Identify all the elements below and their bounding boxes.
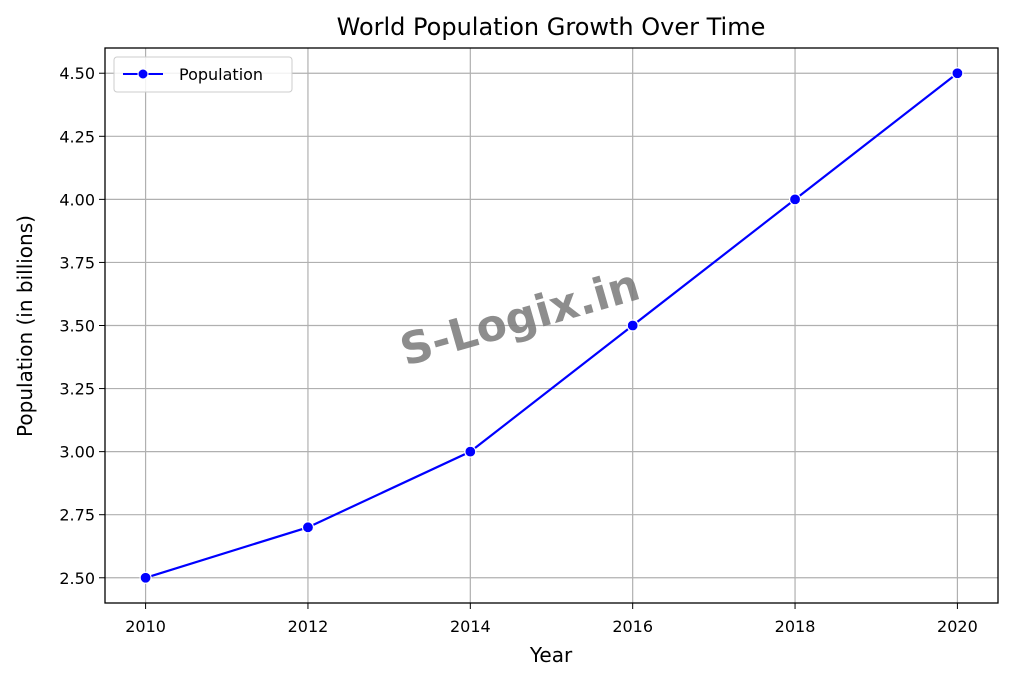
y-tick-label: 3.00 [59,443,95,462]
x-tick-label: 2020 [937,617,978,636]
y-tick-label: 2.75 [59,506,95,525]
y-axis-ticks: 2.50 2.75 3.00 3.25 3.50 3.75 4.00 4.25 4.50 [59,64,105,588]
y-tick-label: 4.25 [59,127,95,146]
legend-box [113,56,293,93]
chart-title: World Population Growth Over Time [337,13,766,41]
x-tick-label: 2016 [612,617,653,636]
legend-label: Population [179,65,263,84]
x-tick-label: 2018 [775,617,816,636]
data-point [139,571,152,584]
data-point [951,67,964,80]
y-tick-label: 3.50 [59,317,95,336]
data-point [464,445,477,458]
y-tick-label: 3.25 [59,380,95,399]
series-line [145,72,959,579]
x-tick-label: 2010 [125,617,166,636]
y-tick-label: 3.75 [59,253,95,272]
data-point [626,319,639,332]
series-population [139,67,964,584]
data-point [301,521,315,534]
y-tick-label: 4.00 [59,190,95,209]
y-tick-label: 4.50 [59,64,95,83]
y-tick-label: 2.50 [59,569,95,588]
data-point [788,193,802,206]
watermark: S-Logix.in [395,260,646,377]
x-axis-label: Year [529,643,573,667]
y-axis-label: Population (in billions) [13,215,37,437]
legend: Population [113,56,293,93]
x-tick-label: 2014 [450,617,491,636]
plot-frame [104,47,999,604]
x-tick-label: 2012 [288,617,329,636]
x-axis-ticks: 2010 2012 2014 2016 2018 2020 [125,603,978,636]
legend-marker [137,68,149,80]
